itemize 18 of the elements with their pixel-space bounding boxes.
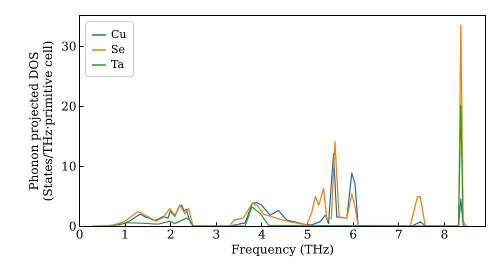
y-tick-label: 30: [61, 40, 76, 54]
x-tick-label: 5: [304, 228, 312, 242]
y-tick-label: 20: [61, 100, 76, 114]
y-tick-label: 10: [61, 160, 76, 174]
x-tick-label: 7: [395, 228, 403, 242]
x-tick-label: 8: [440, 228, 448, 242]
y-axis-title: Phonon projected DOS (States/THz·primitive cell): [27, 40, 56, 202]
line-series: [110, 104, 464, 226]
line-series: [92, 24, 466, 226]
legend-label: Se: [111, 43, 126, 56]
x-axis-title: Frequency (THz): [231, 242, 334, 256]
x-tick-label: 1: [121, 228, 129, 242]
x-tick-label: 4: [258, 228, 266, 242]
x-tick-label: 6: [349, 228, 358, 242]
legend-label: Cu: [111, 28, 127, 41]
x-tick-label: 3: [212, 228, 220, 242]
x-tick-label: 2: [166, 228, 175, 242]
legend-label: Ta: [111, 58, 124, 71]
